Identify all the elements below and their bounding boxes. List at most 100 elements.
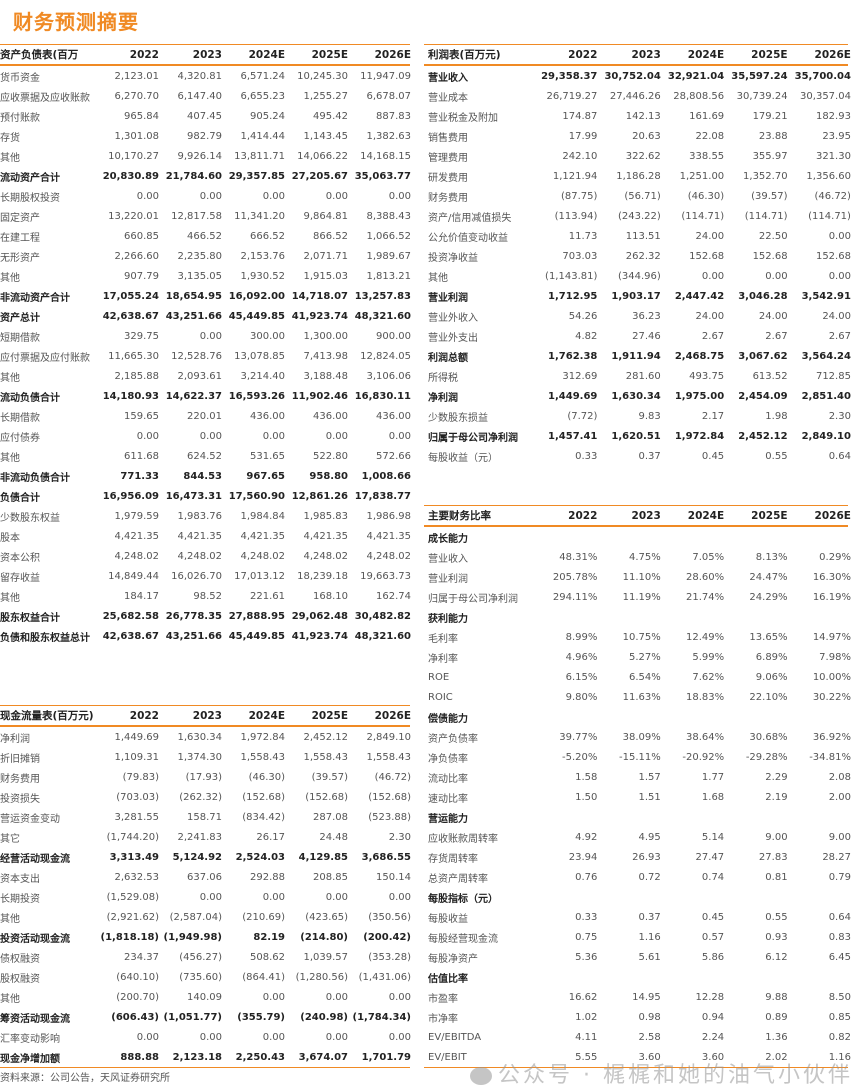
cell-value: 0.37 (638, 911, 661, 923)
cell-value: 1.77 (701, 771, 725, 783)
table-row: 预付账款 965.84 407.45 905.24 495.42 887.83 (0, 106, 411, 126)
cell-value: 1,979.59 (114, 510, 159, 522)
cell-value: 2,185.88 (114, 370, 159, 382)
cell-value: 312.69 (562, 370, 598, 382)
cell-value: 281.60 (625, 370, 661, 382)
row-label: 筹资活动现金流 (0, 1013, 70, 1025)
cell-value: (1,784.34) (352, 1011, 412, 1023)
cell-value: 0.00 (199, 190, 222, 202)
section-header-row: 每股指标（元） (424, 887, 848, 907)
cell-value: 16,593.26 (228, 390, 285, 402)
cell-value: 0.00 (325, 991, 348, 1003)
row-label: 经营活动现金流 (0, 853, 70, 865)
cell-value: 6,147.40 (177, 90, 222, 102)
table-row: 长期投资 (1,529.08) 0.00 0.00 0.00 0.00 (0, 887, 411, 907)
cell-value: 1,255.27 (303, 90, 348, 102)
cell-value: 0.00 (262, 1031, 285, 1043)
cell-value: 48.31% (559, 551, 598, 563)
cell-value: 0.29% (819, 551, 851, 563)
table-row: 股权融资 (640.10) (735.60) (864.41) (1,280.56) (1… (0, 967, 411, 987)
table-row: EV/EBIT 5.55 3.60 3.60 2.02 1.16 (424, 1047, 851, 1067)
cell-value: 29,357.85 (228, 170, 285, 182)
year-header: 2023 (192, 709, 222, 722)
cell-value: 11,341.20 (234, 210, 285, 222)
table-header-title: 利润表(百万元) (428, 49, 501, 61)
cell-value: 13.65% (749, 631, 788, 643)
cell-value: 2,093.61 (177, 370, 222, 382)
cell-value: 1,558.43 (240, 751, 285, 763)
cell-value: 1.02 (575, 1011, 598, 1023)
cell-value: 242.10 (562, 150, 598, 162)
row-label: 营业收入 (428, 72, 468, 84)
cell-value: 45,449.85 (228, 310, 285, 322)
row-label: 流动资产合计 (0, 172, 60, 184)
cell-value: 0.00 (136, 190, 159, 202)
cell-value: 0.00 (262, 991, 285, 1003)
cell-value: 1.58 (575, 771, 598, 783)
row-label: 债权融资 (0, 953, 40, 965)
table-header-title: 资产负债表(百万 (0, 49, 79, 61)
table-row: 存货周转率 23.94 26.93 27.47 27.83 28.27 (424, 847, 851, 867)
cell-value: 162.74 (376, 590, 411, 602)
cell-value: 4,248.02 (240, 550, 285, 562)
cell-value: 3,674.07 (298, 1051, 348, 1063)
row-label: 长期投资 (0, 893, 40, 905)
cell-value: 2,452.12 (303, 731, 348, 743)
cell-value: 3,214.40 (240, 370, 285, 382)
table-header-row: 现金流量表(百万元) 2022 2023 2024E 2025E 2026E (0, 706, 411, 727)
cell-value: (240.98) (300, 1011, 348, 1023)
cell-value: 0.00 (136, 430, 159, 442)
cell-value: 30.22% (812, 691, 851, 703)
cell-value: 14,180.93 (102, 390, 159, 402)
cell-value: 572.66 (376, 450, 411, 462)
row-label: 存货 (0, 132, 20, 144)
cell-value: 22.08 (695, 130, 725, 142)
row-label: 资产负债率 (428, 733, 478, 745)
cell-value: 0.00 (828, 230, 851, 242)
cell-value: 2.67 (701, 330, 725, 342)
cell-value: 637.06 (187, 871, 222, 883)
cell-value: 1,911.94 (611, 350, 661, 362)
row-label: 无形资产 (0, 252, 40, 264)
cell-value: 6.12 (765, 951, 788, 963)
cell-value: 0.37 (638, 450, 661, 462)
row-label: 固定资产 (0, 212, 40, 224)
table-row: 股本 4,421.35 4,421.35 4,421.35 4,421.35 4,421.… (0, 526, 411, 546)
cell-value: 234.37 (124, 951, 159, 963)
row-label: 营业成本 (428, 92, 468, 104)
cell-value: 27.46 (632, 330, 661, 342)
cell-value: 7.05% (692, 551, 725, 563)
cell-value: 28,808.56 (673, 90, 725, 102)
table-row: 其他 (200.70) 140.09 0.00 0.00 0.00 (0, 987, 411, 1007)
income-statement-table: 利润表(百万元) 2022 2023 2024E 2025E 2026E 营业收入 29,35… (424, 44, 851, 466)
cell-value: 3.60 (638, 1051, 661, 1063)
cell-value: 10,245.30 (297, 70, 348, 82)
cell-value: 38.09% (622, 731, 661, 743)
cell-value: 1,449.69 (114, 731, 159, 743)
cell-value: 14.95 (632, 991, 661, 1003)
cell-value: 8.13% (755, 551, 788, 563)
cell-value: 21,784.60 (165, 170, 222, 182)
cell-value: 32,921.04 (667, 70, 725, 82)
cell-value: 0.33 (575, 450, 598, 462)
table-row: 应付债券 0.00 0.00 0.00 0.00 0.00 (0, 426, 411, 446)
cell-value: (834.42) (242, 811, 285, 823)
row-label: 其他 (0, 372, 20, 384)
cell-value: 1,762.38 (548, 350, 598, 362)
table-row: 无形资产 2,266.60 2,235.80 2,153.76 2,071.71 1,98… (0, 246, 411, 266)
balance-sheet-table: 资产负债表(百万 2022 2023 2024E 2025E 2026E 货币资金 2,123… (0, 44, 411, 646)
cell-value: 2,123.18 (172, 1051, 222, 1063)
cell-value: 23.88 (758, 130, 788, 142)
table-header-row: 利润表(百万元) 2022 2023 2024E 2025E 2026E (424, 45, 851, 66)
cell-value: 0.89 (765, 1011, 788, 1023)
row-label: 流动比率 (428, 773, 468, 785)
cell-value: (1,529.08) (106, 891, 159, 903)
cell-value: 18,239.18 (297, 570, 348, 582)
cell-value: 355.97 (752, 150, 788, 162)
cell-value: 16,026.70 (171, 570, 222, 582)
cell-value: 24.00 (758, 310, 788, 322)
year-header: 2024E (248, 48, 285, 61)
row-label: 其他 (0, 993, 20, 1005)
cell-value: (87.75) (560, 190, 598, 202)
cell-value: 29,062.48 (291, 610, 348, 622)
